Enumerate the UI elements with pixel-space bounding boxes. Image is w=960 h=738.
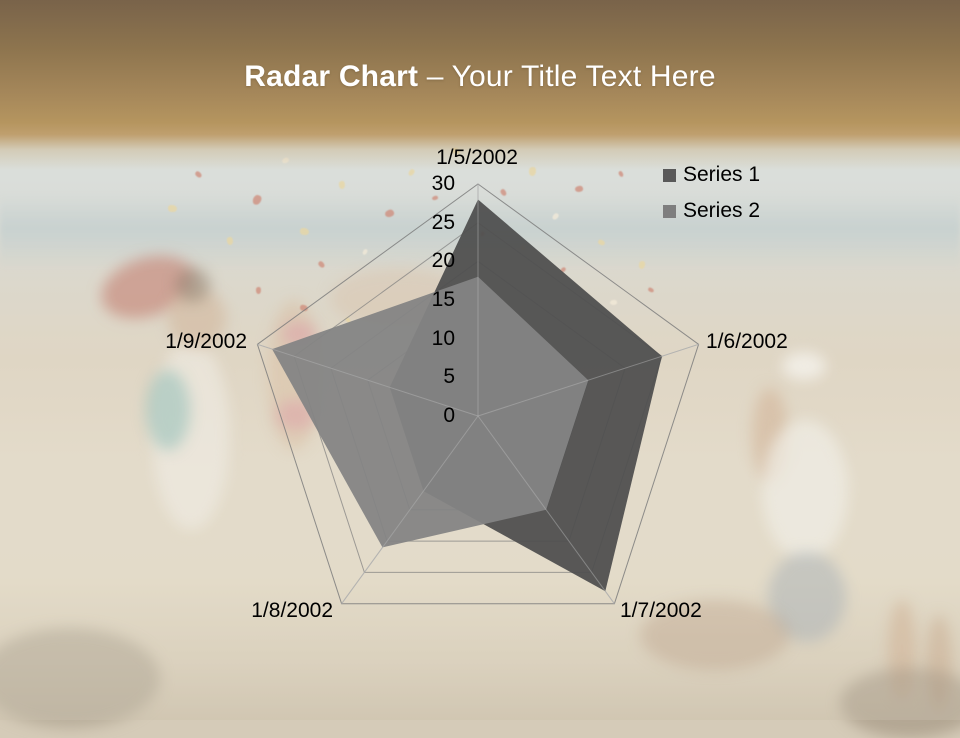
legend-swatch-2: [663, 204, 676, 218]
legend-item-2[interactable]: Series 2: [663, 198, 760, 224]
radial-tick-20: 20: [431, 249, 455, 273]
right-man-cap-blob: [782, 352, 826, 380]
axis-spoke-overlay-1: [477, 343, 699, 417]
slide-title-bold: Radar Chart: [244, 60, 419, 93]
legend-label-1: Series 1: [683, 163, 761, 186]
sand-shadow-right-blob: [640, 600, 790, 670]
left-man-head-blob: [176, 268, 210, 302]
category-label-2: 1/7/2002: [620, 599, 702, 622]
category-label-1: 1/6/2002: [706, 330, 788, 353]
far-right-leg2-blob: [926, 615, 952, 710]
category-label-4: 1/9/2002: [165, 330, 247, 353]
teal-towel-blob: [146, 370, 190, 450]
radial-tick-25: 25: [431, 210, 455, 234]
header-gold-gradient: [0, 0, 960, 170]
radar-chart[interactable]: 0 5 10 15 20 25 30 1/5/2002 1/6/2002 1/7/2002 1/8/…: [0, 0, 960, 720]
confetti-petal: [168, 205, 177, 212]
legend-item-1[interactable]: Series 1: [663, 162, 760, 188]
category-label-0: 1/5/2002: [436, 146, 518, 169]
radial-tick-0: 0: [443, 404, 455, 427]
slide-title[interactable]: Radar Chart – Your Title Text Here: [0, 60, 960, 94]
radial-tick-30: 30: [431, 172, 455, 195]
radial-tick-15: 15: [431, 288, 455, 311]
legend-label-2: Series 2: [683, 199, 761, 222]
legend-swatch-1: [663, 168, 676, 182]
gridline-ring-30: [256, 183, 700, 605]
sand-shadow-left-blob: [0, 628, 160, 728]
axis-spoke-overlay-4: [257, 343, 479, 417]
radial-tick-5: 5: [443, 365, 455, 389]
slide-title-rest: – Your Title Text Here: [418, 60, 716, 93]
radial-tick-10: 10: [431, 326, 455, 350]
category-label-3: 1/8/2002: [251, 599, 333, 622]
right-man-shirt-blob: [762, 420, 848, 560]
far-right-leg-blob: [888, 600, 916, 700]
right-man-shorts-blob: [768, 552, 846, 642]
axis-spoke-overlay-2: [477, 415, 615, 604]
series-area-2[interactable]: [272, 276, 589, 548]
radar-chart-svg: [256, 183, 700, 605]
axis-spoke-overlay-3: [341, 415, 479, 604]
